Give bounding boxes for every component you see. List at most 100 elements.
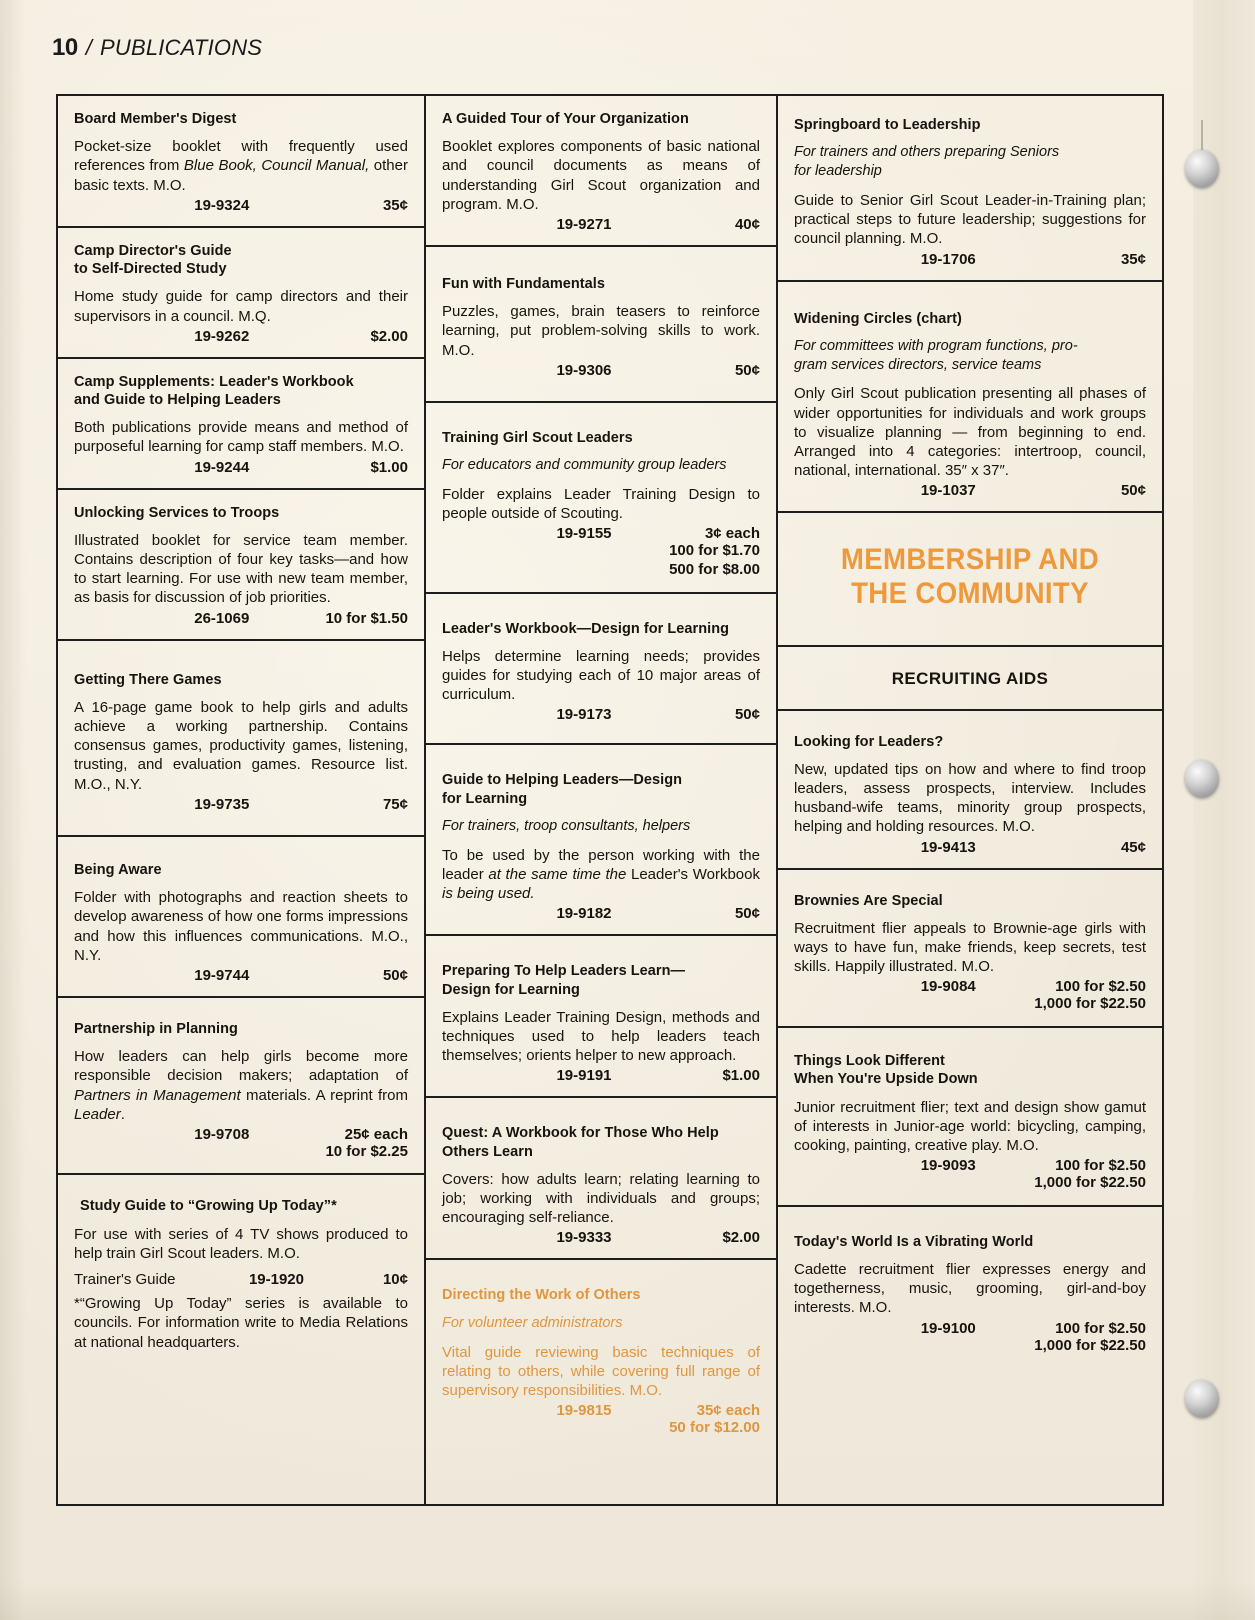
entry-code: 26-1069 xyxy=(194,609,250,627)
entry-price: 50¢ xyxy=(734,361,760,379)
entry-subitem-row: Trainer's Guide 19-1920 10¢ xyxy=(74,1271,408,1288)
catalog-entry-preparing-to-help-leaders-learn[interactable]: Preparing To Help Leaders Learn— Design … xyxy=(426,936,776,1099)
entry-description: Cadette recruitment flier expresses ener… xyxy=(794,1260,1146,1317)
entry-description: To be used by the person working with th… xyxy=(442,846,760,904)
entry-description: Folder with photographs and reaction she… xyxy=(74,889,408,964)
catalog-grid: Board Member's Digest Pocket-size bookle… xyxy=(56,94,1164,1506)
catalog-entry-camp-directors-guide[interactable]: Camp Director's Guide to Self-Directed S… xyxy=(58,228,424,359)
entry-price: $1.00 xyxy=(722,1067,760,1085)
catalog-entry-camp-supplements[interactable]: Camp Supplements: Leader's Workbook and … xyxy=(58,359,424,490)
entry-subtitle: For committees with program functions, p… xyxy=(794,337,1146,375)
desc-italic: Blue Book, Council Manual, xyxy=(183,157,370,175)
entry-subtitle: For volunteer administrators xyxy=(442,1314,623,1331)
entry-subtitle: For trainers and others preparing Senior… xyxy=(794,143,1146,181)
entry-title: Quest: A Workbook for Those Who Help Oth… xyxy=(442,1124,760,1161)
desc-part: . xyxy=(120,1105,125,1123)
catalog-entry-looking-for-leaders[interactable]: Looking for Leaders? New, updated tips o… xyxy=(778,711,1162,870)
binder-ring-icon xyxy=(1185,1380,1219,1418)
entry-title: Board Member's Digest xyxy=(74,111,237,127)
column-middle: A Guided Tour of Your Organization Bookl… xyxy=(426,96,778,1504)
entry-price-row: 19-9708 25¢ each xyxy=(74,1126,408,1143)
entry-title-line-1: Camp Director's Guide xyxy=(74,242,232,259)
entry-description: For use with series of 4 TV shows produc… xyxy=(74,1225,408,1262)
catalog-entry-guide-to-helping-leaders[interactable]: Guide to Helping Leaders—Design for Lear… xyxy=(426,745,776,937)
entry-code: 19-9155 xyxy=(556,525,612,543)
entry-description: Pocket-size booklet with frequently used… xyxy=(74,137,408,195)
entry-title-line-2: for Learning xyxy=(442,790,528,807)
entry-title-line-1: Quest: A Workbook for Those Who Help xyxy=(442,1125,719,1142)
entry-code: 19-9182 xyxy=(556,905,612,923)
entry-subtitle-line-2: gram services directors, service teams xyxy=(794,356,1042,373)
entry-description: How leaders can help girls become more r… xyxy=(74,1047,408,1124)
entry-code: 19-9173 xyxy=(556,706,612,724)
entry-price: 35¢ xyxy=(1120,250,1146,268)
entry-title: A Guided Tour of Your Organization xyxy=(442,111,689,127)
entry-price-row: 19-9735 75¢ xyxy=(74,796,408,813)
entry-price-row: 19-9093 100 for $2.50 xyxy=(794,1157,1146,1174)
catalog-entry-partnership-in-planning[interactable]: Partnership in Planning How leaders can … xyxy=(58,998,424,1176)
entry-title: Fun with Fundamentals xyxy=(442,276,605,293)
entry-code: 19-9244 xyxy=(194,458,250,476)
catalog-entry-quest-workbook[interactable]: Quest: A Workbook for Those Who Help Oth… xyxy=(426,1098,776,1261)
section-banner-membership-and-the-community: MEMBERSHIP AND THE COMMUNITY xyxy=(778,513,1162,647)
entry-code: 19-1037 xyxy=(920,482,976,500)
binder-ring-icon xyxy=(1185,760,1219,798)
catalog-entry-springboard-to-leadership[interactable]: Springboard to Leadership For trainers a… xyxy=(778,96,1162,282)
entry-price-extra: 1,000 for $22.50 xyxy=(1034,1336,1146,1354)
desc-italic: Leader xyxy=(74,1105,121,1123)
entry-price: 50¢ xyxy=(734,905,760,923)
entry-price: 100 for $2.50 xyxy=(1055,1319,1146,1337)
catalog-entry-guided-tour-of-your-organization[interactable]: A Guided Tour of Your Organization Bookl… xyxy=(426,96,776,248)
entry-price-row: 19-9244 $1.00 xyxy=(74,459,408,476)
entry-code: 19-9093 xyxy=(920,1157,976,1175)
entry-title: Guide to Helping Leaders—Design for Lear… xyxy=(442,771,760,808)
catalog-entry-unlocking-services-to-troops[interactable]: Unlocking Services to Troops Illustrated… xyxy=(58,490,424,641)
catalog-entry-fun-with-fundamentals[interactable]: Fun with Fundamentals Puzzles, games, br… xyxy=(426,247,776,403)
catalog-entry-board-members-digest[interactable]: Board Member's Digest Pocket-size bookle… xyxy=(58,96,424,228)
entry-title-line-1: Guide to Helping Leaders—Design xyxy=(442,772,683,789)
entry-title-line-1: Preparing To Help Leaders Learn— xyxy=(442,963,686,980)
entry-price: 50¢ xyxy=(382,966,408,984)
entry-title: Today's World Is a Vibrating World xyxy=(794,1233,1034,1250)
catalog-entry-directing-the-work-of-others[interactable]: Directing the Work of Others For volunte… xyxy=(426,1260,776,1449)
entry-title: Directing the Work of Others xyxy=(442,1287,641,1304)
entry-footnote: *“Growing Up Today” series is available … xyxy=(74,1295,408,1351)
catalog-entry-being-aware[interactable]: Being Aware Folder with photographs and … xyxy=(58,837,424,998)
entry-description: Vital guide reviewing basic techniques o… xyxy=(442,1343,760,1399)
catalog-entry-training-girl-scout-leaders[interactable]: Training Girl Scout Leaders For educator… xyxy=(426,403,776,594)
entry-code: 19-1920 xyxy=(248,1271,304,1289)
entry-price: 100 for $2.50 xyxy=(1055,1157,1146,1175)
page-number: 10 xyxy=(52,34,78,61)
entry-code: 19-9306 xyxy=(556,361,612,379)
catalog-entry-study-guide-growing-up-today[interactable]: Study Guide to “Growing Up Today”* For u… xyxy=(58,1175,424,1363)
desc-part: How leaders can help girls become more r… xyxy=(74,1048,408,1085)
entry-price: 40¢ xyxy=(734,216,760,234)
entry-price-row: 19-9333 $2.00 xyxy=(442,1229,760,1246)
entry-price-row: 19-9084 100 for $2.50 xyxy=(794,978,1146,995)
desc-italic: is being used. xyxy=(442,885,535,903)
catalog-entry-widening-circles[interactable]: Widening Circles (chart) For committees … xyxy=(778,282,1162,514)
entry-title: Leader's Workbook—Design for Learning xyxy=(442,620,730,637)
catalog-entry-leaders-workbook-design-for-learning[interactable]: Leader's Workbook—Design for Learning He… xyxy=(426,594,776,746)
catalog-entry-things-look-different[interactable]: Things Look Different When You're Upside… xyxy=(778,1028,1162,1207)
banner-title-line-1: MEMBERSHIP AND xyxy=(840,543,1100,577)
catalog-entry-brownies-are-special[interactable]: Brownies Are Special Recruitment flier a… xyxy=(778,870,1162,1029)
entry-price: $1.00 xyxy=(370,458,408,476)
column-left: Board Member's Digest Pocket-size bookle… xyxy=(58,96,426,1504)
entry-price-extra-2: 500 for $8.00 xyxy=(669,560,760,578)
entry-title: Getting There Games xyxy=(74,671,222,688)
entry-description: Junior recruitment flier; text and desig… xyxy=(794,1098,1146,1154)
page-title: PUBLICATIONS xyxy=(100,35,263,60)
entry-description: Recruitment flier appeals to Brownie-age… xyxy=(794,919,1146,976)
entry-code: 19-9324 xyxy=(194,196,250,214)
catalog-entry-getting-there-games[interactable]: Getting There Games A 16-page game book … xyxy=(58,641,424,837)
entry-description: Only Girl Scout publication presenting a… xyxy=(794,385,1146,480)
entry-price-row: 19-9262 $2.00 xyxy=(74,328,408,345)
entry-price: 45¢ xyxy=(1120,838,1146,856)
catalog-entry-todays-world-is-a-vibrating-world[interactable]: Today's World Is a Vibrating World Cadet… xyxy=(778,1207,1162,1367)
entry-price-row: 19-9173 50¢ xyxy=(442,706,760,723)
entry-price: $2.00 xyxy=(370,327,408,345)
entry-price: 35¢ each xyxy=(696,1402,760,1420)
page-edge-shadow-bottom xyxy=(0,1580,1255,1620)
entry-price-row: 19-9155 3¢ each xyxy=(442,525,760,542)
